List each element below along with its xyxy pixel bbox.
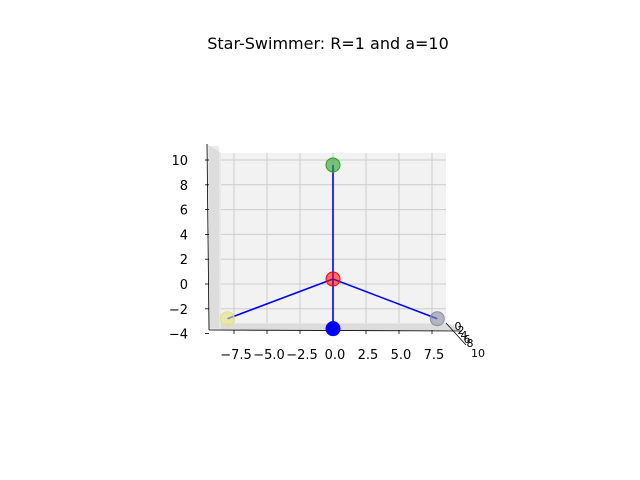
sphere-marker-3 — [429, 311, 445, 327]
z-tick-label: 10 — [171, 154, 188, 169]
x-axis-ticks: −7.5 −5.0 −2.5 0.0 2.5 5.0 7.5 — [220, 330, 444, 363]
x-tick-label: 7.5 — [424, 348, 445, 363]
x-tick-label: 2.5 — [358, 348, 379, 363]
x-tick-label: 5.0 — [391, 348, 412, 363]
x-tick-label: 0.0 — [325, 348, 346, 363]
y-tick-label: 2 — [458, 324, 465, 337]
x-tick-label: −7.5 — [220, 348, 252, 363]
z-tick-label: 6 — [180, 204, 188, 219]
x-tick-label: −5.0 — [253, 348, 285, 363]
y-axis-line — [445, 322, 467, 346]
z-tick-label: 4 — [180, 228, 188, 243]
sphere-marker-2 — [219, 311, 235, 327]
swimmer-arm — [227, 278, 334, 320]
y-tick-label: 4 — [461, 329, 468, 342]
z-axis-line — [206, 143, 210, 331]
z-axis-ticks: −4 −2 0 2 4 6 8 10 — [169, 154, 209, 343]
y-tick-label: 10 — [471, 347, 485, 360]
swimmer-arm — [332, 278, 438, 320]
chart-title: Star-Swimmer: R=1 and a=10 — [207, 34, 449, 53]
z-tick-label: 8 — [180, 179, 188, 194]
swimmer-spheres — [219, 157, 445, 337]
y-tick-label: 0 — [455, 320, 462, 333]
z-tick-label: −4 — [169, 328, 188, 343]
x-tick-label: −2.5 — [286, 348, 318, 363]
sphere-marker-1 — [325, 157, 341, 173]
y-tick-label: 8 — [467, 337, 474, 350]
sphere-marker-4 — [325, 321, 341, 337]
z-tick-label: −2 — [169, 303, 188, 318]
swimmer-arms — [227, 164, 438, 329]
z-tick-label: 2 — [180, 253, 188, 268]
z-tick-label: 0 — [180, 278, 188, 293]
y-tick-label: 6 — [464, 333, 471, 346]
center-sphere-marker — [325, 271, 341, 287]
